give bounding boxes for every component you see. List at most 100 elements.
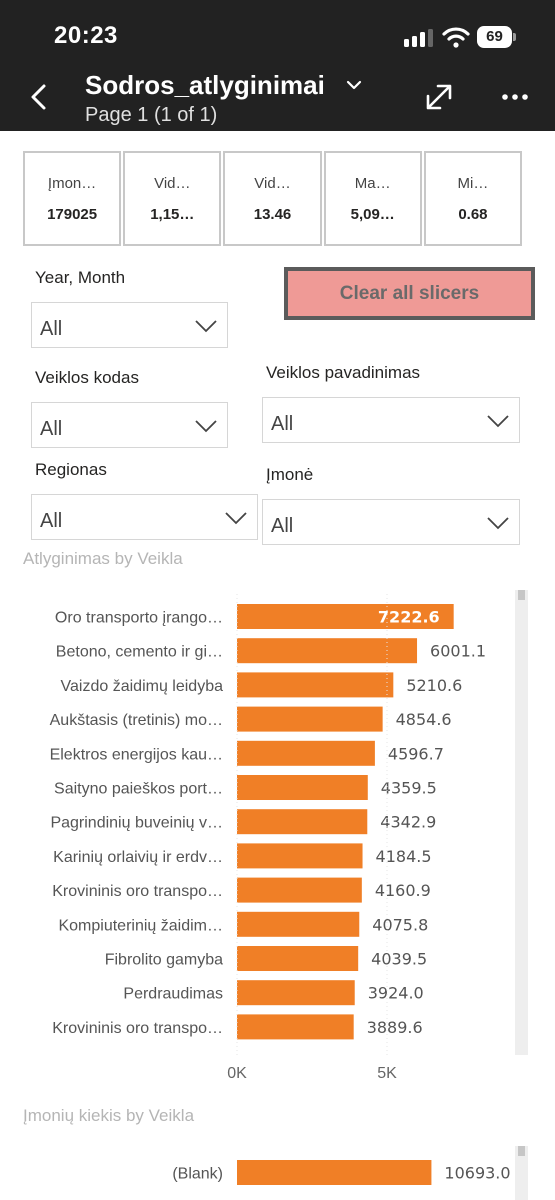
category-label: Krovininis oro transpo… (52, 883, 223, 900)
dropdown-value: All (271, 413, 294, 435)
data-label: 3924.0 (368, 984, 424, 1003)
category-label: Aukštasis (tretinis) mo… (50, 712, 223, 729)
category-label: Karinių orlaivių ir erdv… (53, 849, 223, 866)
dropdown-value: All (40, 418, 63, 440)
bar (237, 638, 418, 664)
data-label: 10693.0 (444, 1164, 510, 1183)
bar (237, 809, 368, 835)
page-indicator: Page 1 (1 of 1) (85, 104, 218, 126)
kpi-card[interactable]: Įmon… 179025 (23, 151, 122, 246)
x-tick-label: 5K (377, 1065, 397, 1082)
bar (237, 946, 359, 971)
category-label: Oro transporto įrango… (55, 610, 223, 627)
dropdown-value: All (40, 510, 63, 532)
back-arrow-icon[interactable] (26, 82, 52, 112)
bar (237, 980, 355, 1006)
expand-icon[interactable] (424, 82, 454, 112)
kpi-label: Vid… (254, 175, 291, 192)
category-label: Kompiuterinių žaidim… (58, 917, 223, 934)
kpi-card[interactable]: Ma… 5,09… (323, 151, 422, 246)
year-month-dropdown[interactable]: All (31, 302, 228, 348)
clear-all-slicers-button[interactable]: Clear all slicers (284, 267, 535, 320)
chevron-down-icon (195, 420, 217, 433)
chevron-down-icon[interactable] (346, 78, 362, 92)
bar (237, 1014, 354, 1040)
cellular-signal-icon (404, 29, 433, 47)
kpi-label: Mi… (457, 175, 489, 192)
data-label: 4160.9 (375, 881, 431, 900)
bar (237, 706, 383, 732)
kpi-label: Vid… (154, 175, 191, 192)
chevron-down-icon (225, 512, 247, 525)
data-label: 7222.6 (378, 608, 440, 627)
category-label: Fibrolito gamyba (105, 952, 223, 969)
status-time: 20:23 (54, 22, 118, 49)
chart-title-atlyginimas: Atlyginimas by Veikla (23, 549, 183, 568)
kpi-value: 0.68 (458, 206, 488, 223)
report-title[interactable]: Sodros_atlyginimai (85, 70, 325, 100)
kpi-label: Ma… (354, 175, 391, 192)
category-label: Perdraudimas (123, 986, 223, 1003)
data-label: 6001.1 (430, 642, 486, 661)
more-options-icon[interactable] (502, 90, 528, 104)
app-header: 20:23 69 Sodros_atlyginimai Page 1 (1 of… (0, 0, 555, 131)
wifi-icon (442, 27, 470, 48)
dropdown-value: All (271, 515, 294, 537)
chart-title-imoniu-kiekis: Įmonių kiekis by Veikla (23, 1106, 195, 1125)
bar (237, 672, 394, 698)
scrollbar-thumb[interactable] (518, 1146, 525, 1156)
kpi-value: 179025 (47, 206, 98, 223)
data-label: 4184.5 (376, 847, 432, 866)
bar (237, 911, 360, 937)
category-label: Vaizdo žaidimų leidyba (61, 678, 224, 695)
regionas-dropdown[interactable]: All (31, 494, 258, 540)
data-label: 4342.9 (380, 813, 436, 832)
imone-dropdown[interactable]: All (262, 499, 520, 545)
category-label: Betono, cemento ir gi… (56, 644, 223, 661)
kpi-label: Įmon… (47, 175, 97, 192)
chevron-down-icon (487, 517, 509, 530)
veiklos-kodas-dropdown[interactable]: All (31, 402, 228, 448)
data-label: 4359.5 (381, 779, 437, 798)
data-label: 3889.6 (367, 1018, 423, 1037)
category-label: Pagrindinių buveinių v… (50, 815, 223, 832)
kpi-card[interactable]: Vid… 13.46 (223, 151, 322, 246)
chart-scrollbar[interactable] (515, 1146, 528, 1200)
dropdown-value: All (40, 318, 63, 340)
bar (237, 604, 454, 629)
kpi-card[interactable]: Mi… 0.68 (423, 151, 523, 246)
battery-icon: 69 (477, 26, 517, 48)
category-label: Krovininis oro transpo… (52, 1020, 223, 1037)
slicer-label-veiklos-kodas: Veiklos kodas (35, 368, 139, 387)
data-label: 4075.8 (372, 915, 428, 934)
kpi-value: 13.46 (253, 206, 292, 223)
bar (237, 775, 368, 800)
kpi-card[interactable]: Vid… 1,15… (123, 151, 222, 246)
slicer-label-imone: Įmonė (266, 465, 314, 484)
bar (237, 877, 362, 903)
chart-scrollbar[interactable] (515, 590, 528, 1055)
category-label: Elektros energijos kau… (50, 746, 223, 763)
bar (237, 843, 363, 869)
kpi-value: 5,09… (350, 206, 395, 223)
chevron-down-icon (195, 320, 217, 333)
category-label: Saityno paieškos port… (54, 781, 223, 798)
category-label: (Blank) (172, 1166, 223, 1183)
kpi-cards: Įmon… 179025 Vid… 1,15… Vid… 13.46 Ma… 5… (23, 151, 523, 246)
data-label: 4854.6 (396, 710, 452, 729)
x-tick-label: 0K (227, 1065, 247, 1082)
kpi-value: 1,15… (150, 206, 195, 223)
battery-level: 69 (477, 26, 512, 48)
data-label: 4039.5 (371, 950, 427, 969)
veiklos-pavadinimas-dropdown[interactable]: All (262, 397, 520, 443)
scrollbar-thumb[interactable] (518, 590, 525, 600)
data-label: 4596.7 (388, 744, 444, 763)
slicer-label-year-month: Year, Month (35, 268, 126, 287)
data-label: 5210.6 (406, 676, 462, 695)
bar (237, 740, 375, 766)
chevron-down-icon (487, 415, 509, 428)
slicer-label-veiklos-pavadinimas: Veiklos pavadinimas (266, 363, 421, 382)
bar (237, 1160, 432, 1185)
slicer-label-regionas: Regionas (35, 460, 107, 479)
